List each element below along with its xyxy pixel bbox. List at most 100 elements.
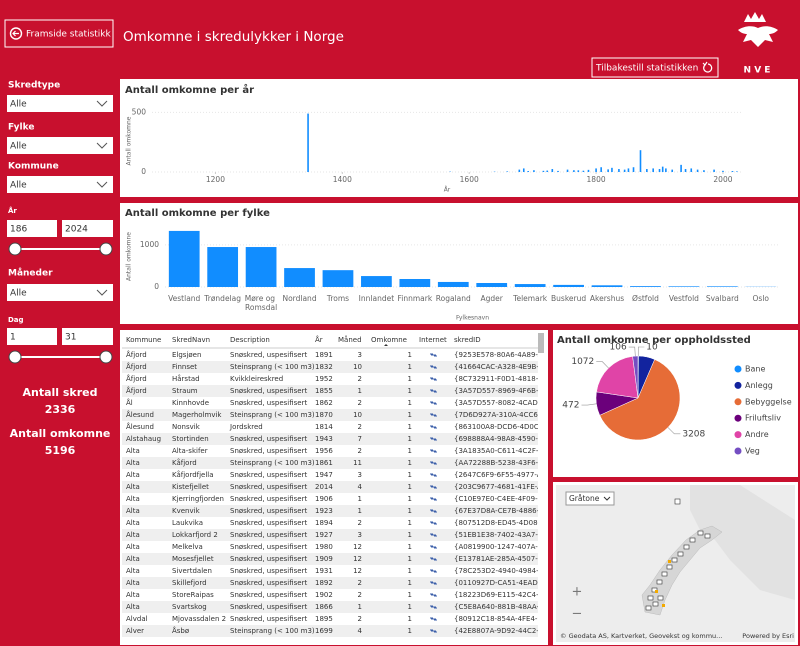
link-icon[interactable] <box>430 509 437 513</box>
link-icon[interactable] <box>430 449 437 453</box>
link-icon[interactable] <box>430 401 437 405</box>
table-cell: Mjovassdalen 2 <box>172 615 226 623</box>
leader-line <box>596 361 609 369</box>
bar <box>627 168 630 172</box>
table-cell: {2647C6F9-6F55-4977-AE <box>454 471 546 479</box>
input-box[interactable] <box>62 328 113 345</box>
bar <box>168 230 200 287</box>
zoom-out[interactable]: − <box>572 607 583 622</box>
table-cell: {42E8807A-9D92-44C2-B <box>454 627 544 635</box>
table-cell: Alta <box>126 603 140 611</box>
chevron <box>96 142 108 149</box>
link-icon[interactable] <box>430 437 437 441</box>
link-icon[interactable] <box>430 353 437 357</box>
table-cell: 1 <box>408 627 412 635</box>
table-cell: 1 <box>408 423 412 431</box>
x-tick-label: Østfold <box>632 294 659 303</box>
input-box[interactable] <box>62 220 113 237</box>
table-cell: Snøskred, uspesifisert <box>230 531 307 539</box>
table-cell: Finnset <box>172 363 197 371</box>
filter-label: Dag <box>8 316 24 324</box>
dropdown-value: Alle <box>10 100 27 110</box>
bar <box>736 171 738 172</box>
dropdown[interactable]: Alle <box>7 95 113 112</box>
scrollbar[interactable] <box>538 333 544 353</box>
dropdown[interactable]: Alle <box>7 137 113 154</box>
row-stripe <box>122 433 538 445</box>
link-icon[interactable] <box>430 413 437 417</box>
table-cell: Alta <box>126 459 140 467</box>
table-cell: Steinsprang (< 100 m3) <box>230 459 315 467</box>
table-cell: Alta <box>126 483 140 491</box>
table-cell: 2 <box>358 423 362 431</box>
link-icon[interactable] <box>430 533 437 537</box>
bar <box>566 169 569 172</box>
link-icon[interactable] <box>430 497 437 501</box>
table-cell: Steinsprang (< 100 m3) <box>230 411 315 419</box>
input-box[interactable] <box>7 220 57 237</box>
link-icon[interactable] <box>430 389 437 393</box>
link-icon[interactable] <box>430 425 437 429</box>
link-icon[interactable] <box>430 569 437 573</box>
zoom-in[interactable]: + <box>572 585 583 600</box>
table-cell: Snøskred, uspesifisert <box>230 579 307 587</box>
bar <box>542 170 545 172</box>
bar <box>506 171 509 172</box>
input-value: 2024 <box>65 225 88 235</box>
logo: N V E <box>738 12 778 76</box>
button-frame <box>591 57 719 78</box>
slider-handle[interactable] <box>99 350 113 364</box>
back-button[interactable]: Framside statistikk <box>4 19 114 48</box>
link-icon[interactable] <box>430 617 437 621</box>
link-icon[interactable] <box>430 365 437 369</box>
map[interactable]: Gråtone + − © Geodata AS, Kartverket, Ge… <box>556 485 795 642</box>
table-cell: 1923 <box>315 507 333 515</box>
table-cell: Snøskred, uspesifisert <box>230 615 307 623</box>
link-icon[interactable] <box>430 581 437 585</box>
slider-handle[interactable] <box>99 242 113 256</box>
kpi-value: 5196 <box>45 444 76 457</box>
table-cell: Åfjord <box>126 386 147 395</box>
markers <box>645 498 711 611</box>
table-cell: 1894 <box>315 519 333 527</box>
link-icon[interactable] <box>430 629 437 633</box>
dropdown-value: Alle <box>10 181 27 191</box>
markers-highlight <box>655 560 671 607</box>
dropdown[interactable]: Alle <box>7 284 113 301</box>
table-cell: {698888A4-98A8-4590-B <box>454 435 543 443</box>
table-cell: {863100A8-DCD6-4D0C-A <box>454 423 546 431</box>
table-cell: 1 <box>408 615 412 623</box>
slider-handle[interactable] <box>8 350 22 364</box>
basemap-select[interactable] <box>565 491 615 506</box>
link-icon[interactable] <box>430 545 437 549</box>
table-cell: 2 <box>358 615 362 623</box>
table-cell: Nonsvik <box>172 423 201 431</box>
table-cell: Kjerringfjorden <box>172 495 224 503</box>
table-cell: Skillefjord <box>172 579 207 587</box>
link-icon[interactable] <box>430 521 437 525</box>
table-cell: 1906 <box>315 495 333 503</box>
dropdown[interactable]: Alle <box>7 176 113 193</box>
table-cell: 1 <box>408 411 412 419</box>
slider-handle[interactable] <box>8 242 22 256</box>
table-cell: Åfjord <box>126 362 147 371</box>
reset-button[interactable]: Tilbakestill statistikken <box>591 57 719 78</box>
link-icon[interactable] <box>430 461 437 465</box>
row-stripe <box>122 361 538 373</box>
link-icon[interactable] <box>430 605 437 609</box>
bar <box>600 167 602 172</box>
reset-icon <box>702 61 713 73</box>
link-icon[interactable] <box>430 557 437 561</box>
bar <box>514 284 546 287</box>
table-cell: Lokkarfjord 2 <box>172 531 218 539</box>
table-cell: {41664CAC-A328-4E9B-B <box>454 363 544 371</box>
filter-label: Kommune <box>8 162 59 172</box>
link-icon[interactable] <box>430 485 437 489</box>
bar <box>630 286 661 287</box>
link-icon[interactable] <box>430 473 437 477</box>
link-icon[interactable] <box>430 593 437 597</box>
legend-marker <box>734 447 742 455</box>
link-icon[interactable] <box>430 377 437 381</box>
input-box[interactable] <box>7 328 57 345</box>
table-cell: {203C9677-4681-41FE-A6 <box>454 483 547 491</box>
